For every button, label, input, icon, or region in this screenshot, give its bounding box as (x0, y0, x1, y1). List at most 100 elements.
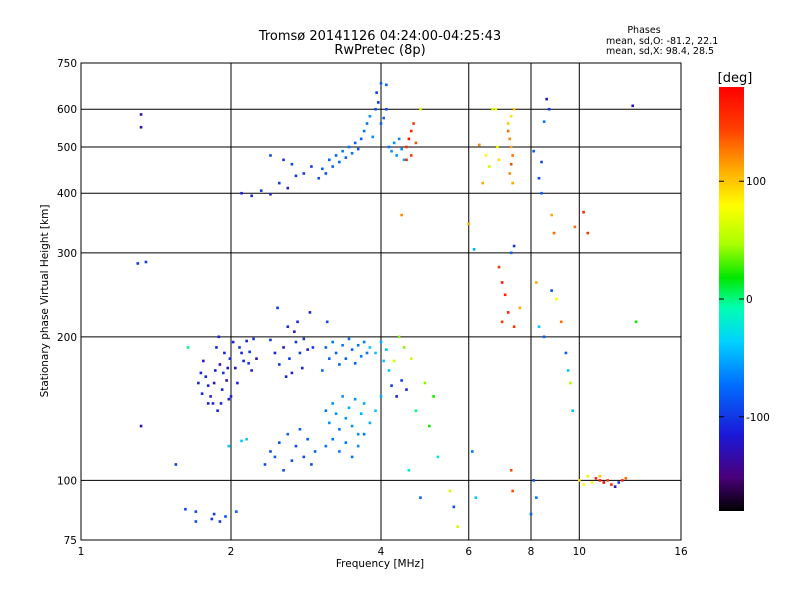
data-point (397, 137, 401, 141)
data-point (573, 225, 577, 229)
data-point (512, 107, 516, 111)
data-point (317, 176, 321, 180)
data-point (350, 152, 354, 155)
data-point (347, 145, 351, 149)
data-point (467, 222, 471, 226)
data-point (395, 395, 398, 398)
data-point (290, 459, 294, 462)
data-point (231, 340, 235, 344)
data-point (293, 330, 296, 333)
data-point (374, 351, 377, 355)
data-point (331, 437, 335, 441)
data-point (511, 154, 514, 157)
data-point (488, 165, 491, 168)
data-point (419, 496, 422, 499)
data-point (390, 149, 393, 153)
data-point (395, 154, 398, 157)
axis-ticks: 1 2 4 6 8 10 16 75 100 200 300 400 500 600 750 (57, 58, 688, 558)
data-point (537, 176, 541, 180)
data-point (365, 351, 369, 355)
data-point (174, 463, 178, 466)
data-point (594, 477, 598, 480)
data-point (334, 351, 338, 355)
data-point (503, 293, 507, 297)
data-point (296, 320, 299, 324)
x-axis-label: Frequency [MHz] (336, 558, 424, 570)
data-point (542, 120, 546, 123)
data-point (331, 340, 335, 344)
data-point (532, 149, 535, 153)
data-point (509, 114, 513, 118)
phase-info-o: mean, sd,O: -81.2, 22.1 (606, 36, 718, 47)
data-point (582, 210, 585, 214)
data-point (550, 213, 553, 217)
data-point (387, 145, 391, 149)
data-point (276, 306, 279, 310)
data-point (217, 335, 221, 339)
data-point (586, 231, 590, 235)
data-point (582, 483, 585, 486)
data-point (509, 251, 513, 255)
data-point (432, 395, 435, 398)
data-point (290, 371, 294, 375)
data-point (325, 320, 329, 324)
data-point (344, 416, 348, 420)
data-point (392, 141, 396, 145)
data-point (552, 231, 556, 235)
data-point (484, 154, 488, 157)
data-point (282, 158, 285, 162)
data-point (328, 421, 331, 425)
data-point (392, 359, 396, 363)
data-point (334, 154, 338, 157)
data-point (550, 289, 553, 292)
data-point (385, 83, 388, 87)
data-point (202, 359, 205, 363)
data-point (405, 388, 408, 391)
data-point (365, 122, 369, 125)
data-point (535, 281, 538, 284)
data-point (353, 361, 357, 365)
chart-title: Tromsø 20141126 04:24:00-04:25:43 (258, 29, 501, 44)
data-point (211, 402, 215, 405)
data-point (298, 351, 302, 355)
data-point (273, 351, 277, 355)
data-point (321, 369, 324, 372)
data-point (412, 122, 415, 125)
data-point (566, 369, 570, 372)
y-tick-label: 750 (57, 58, 77, 70)
data-point (621, 479, 624, 482)
data-point (248, 350, 251, 354)
data-point (218, 520, 222, 523)
data-point (472, 248, 476, 251)
data-point (540, 160, 543, 164)
data-point (334, 412, 338, 415)
data-point (356, 444, 360, 448)
data-point (286, 325, 290, 329)
data-point (359, 412, 363, 415)
data-point (308, 311, 312, 314)
data-point (448, 489, 452, 493)
data-point (310, 463, 313, 466)
data-point (294, 444, 298, 448)
data-point (506, 311, 510, 314)
data-point (302, 172, 306, 175)
data-point (419, 107, 422, 111)
phase-info-x: mean, sd,X: 98.4, 28.5 (606, 46, 714, 57)
data-point (324, 409, 328, 413)
data-point (259, 189, 263, 192)
data-point (624, 477, 628, 480)
data-point (200, 392, 204, 395)
data-point (311, 346, 315, 349)
data-point (223, 351, 226, 355)
data-point (245, 339, 248, 343)
data-point (497, 158, 501, 162)
data-point (353, 141, 357, 145)
data-point (252, 337, 255, 341)
data-point (350, 348, 354, 351)
data-point (497, 265, 501, 269)
data-point (210, 517, 214, 521)
data-point (456, 525, 459, 528)
data-point (240, 351, 243, 355)
data-point (559, 320, 563, 324)
